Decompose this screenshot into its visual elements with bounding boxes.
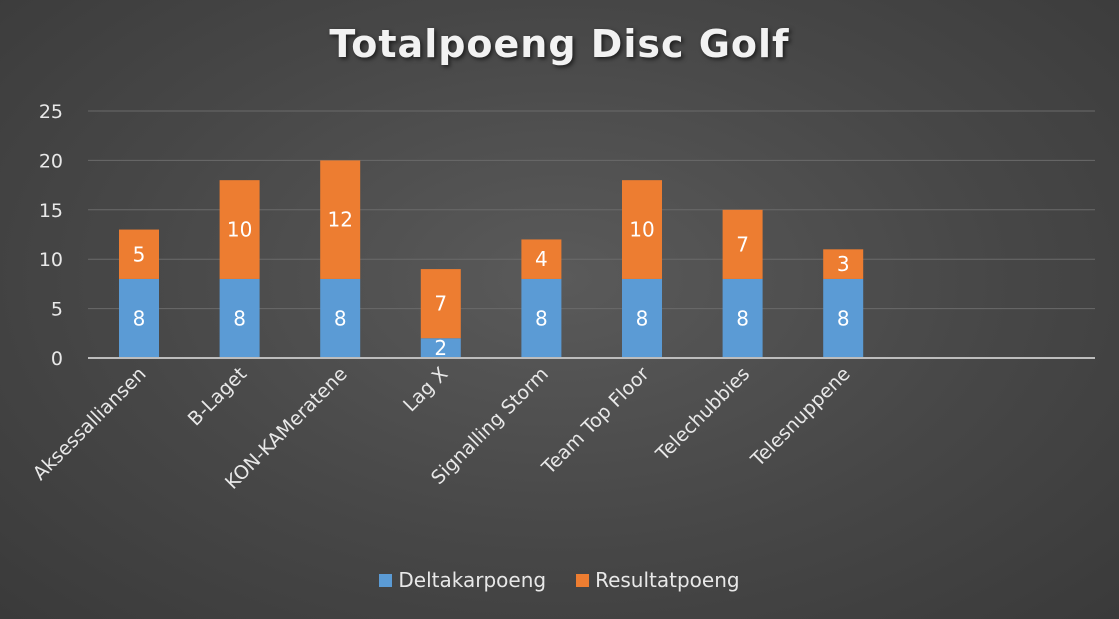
data-label: 7 bbox=[736, 232, 749, 256]
y-tick-label: 20 bbox=[39, 150, 63, 172]
bar-segment bbox=[420, 338, 461, 358]
bar-segment bbox=[823, 249, 864, 279]
bar-segment bbox=[320, 278, 361, 358]
bar-segment bbox=[521, 239, 562, 279]
data-label: 5 bbox=[133, 242, 146, 266]
data-label: 8 bbox=[837, 306, 850, 330]
legend-item-resultatpoeng: Resultatpoeng bbox=[576, 568, 740, 592]
y-tick-label: 10 bbox=[39, 249, 63, 271]
bar-segment bbox=[823, 278, 864, 358]
bar-segment bbox=[119, 229, 159, 279]
x-category-label: Lag X bbox=[399, 363, 452, 416]
data-label: 4 bbox=[535, 247, 548, 271]
y-tick-label: 15 bbox=[39, 200, 63, 222]
bar-segment bbox=[622, 278, 662, 358]
bar-segment bbox=[119, 278, 159, 358]
x-category-label: Telechubbies bbox=[651, 363, 754, 466]
bar-segment bbox=[722, 278, 763, 358]
data-label: 10 bbox=[227, 218, 252, 242]
y-tick-label: 25 bbox=[39, 101, 63, 123]
bar-segment bbox=[219, 278, 260, 358]
x-category-label: B-Laget bbox=[184, 363, 251, 430]
data-label: 8 bbox=[535, 306, 548, 330]
bar-segment bbox=[521, 278, 562, 358]
legend-label-resultatpoeng: Resultatpoeng bbox=[595, 568, 740, 592]
legend-swatch-resultatpoeng bbox=[576, 573, 590, 587]
data-label: 8 bbox=[133, 306, 146, 330]
legend-swatch-deltakarpoeng bbox=[379, 573, 393, 587]
data-label: 8 bbox=[233, 306, 246, 330]
x-category-label: Telesnuppene bbox=[746, 363, 855, 472]
data-label: 8 bbox=[334, 306, 347, 330]
bar-segment bbox=[622, 180, 662, 279]
legend-label-deltakarpoeng: Deltakarpoeng bbox=[398, 568, 547, 592]
bar-segment bbox=[320, 160, 361, 279]
data-label: 2 bbox=[434, 336, 447, 360]
data-label: 8 bbox=[736, 306, 749, 330]
legend-item-deltakarpoeng: Deltakarpoeng bbox=[379, 568, 546, 592]
data-label: 10 bbox=[629, 218, 654, 242]
data-label: 7 bbox=[434, 292, 447, 316]
data-label: 3 bbox=[837, 252, 850, 276]
bar-segment bbox=[420, 269, 461, 339]
x-category-label: Team Top Floor bbox=[537, 363, 654, 480]
data-label: 12 bbox=[327, 208, 352, 232]
bar-segment bbox=[722, 209, 763, 279]
chart-title: Totalpoeng Disc Golf bbox=[329, 22, 790, 66]
y-tick-label: 5 bbox=[51, 299, 63, 321]
data-label: 8 bbox=[636, 306, 649, 330]
y-tick-label: 0 bbox=[51, 348, 63, 370]
x-category-label: Aksessalliansen bbox=[29, 363, 151, 485]
legend: Deltakarpoeng Resultatpoeng bbox=[0, 568, 1119, 592]
bar-segment bbox=[219, 180, 260, 279]
